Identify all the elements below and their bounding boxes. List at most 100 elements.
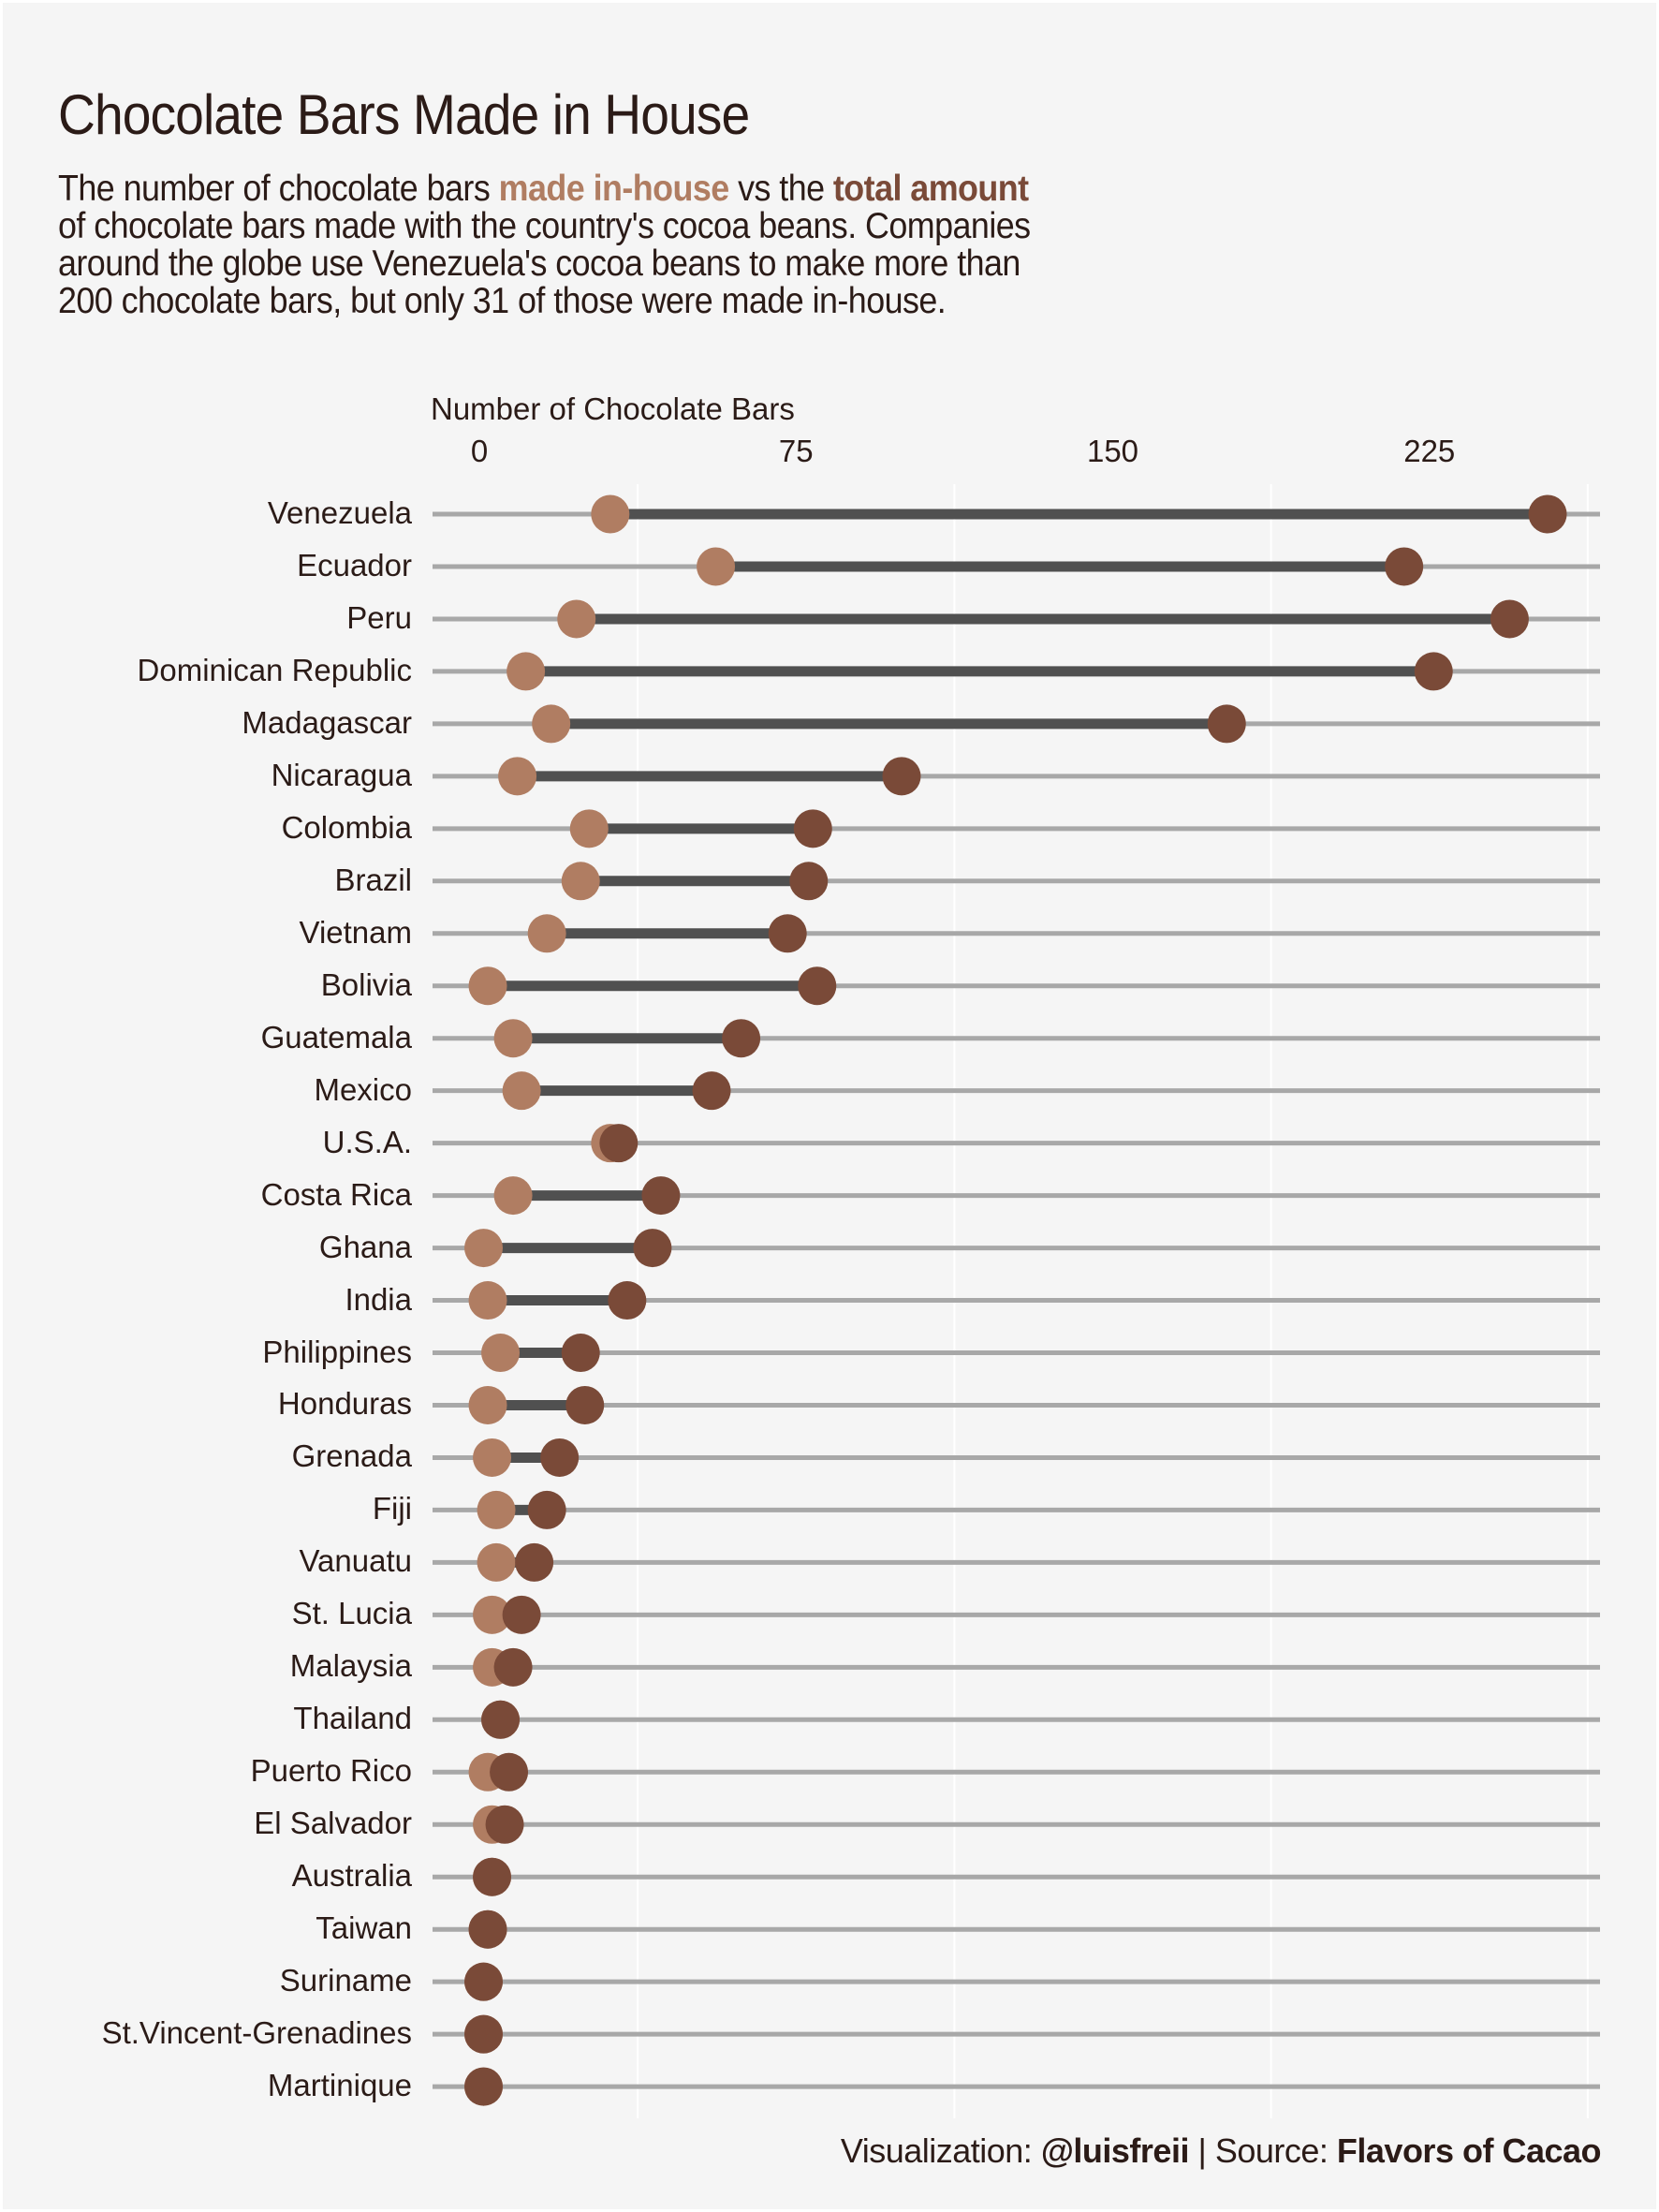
- in-house-point: [507, 652, 546, 691]
- total-point: [793, 809, 832, 848]
- legend-total: total amount: [832, 169, 1029, 209]
- in-house-point: [493, 1176, 533, 1216]
- total-point: [493, 1647, 533, 1687]
- dumbbell-row: [433, 914, 1600, 953]
- dumbbell-row: [433, 1647, 1600, 1687]
- legend-in-house: made in-house: [498, 169, 730, 209]
- in-house-point: [493, 1019, 533, 1058]
- dumbbell-row: [433, 1595, 1600, 1634]
- in-house-point: [591, 494, 630, 534]
- y-tick-label: Costa Rica: [260, 1176, 412, 1212]
- in-house-point: [498, 757, 537, 796]
- dumbbell-row: [433, 809, 1600, 848]
- subtitle-text: The number of chocolate bars: [58, 169, 499, 209]
- dumbbell-row: [433, 1019, 1600, 1058]
- dumbbell-row: [433, 2014, 1600, 2054]
- y-tick-label: Suriname: [279, 1963, 412, 1998]
- caption-source-label: Source:: [1214, 2131, 1337, 2170]
- in-house-point: [468, 966, 507, 1006]
- dumbbell-row: [433, 1962, 1600, 2001]
- dumbbell-row: [433, 1857, 1600, 1896]
- total-point: [473, 1857, 512, 1896]
- y-tick-label: Mexico: [314, 1071, 412, 1107]
- dumbbell-row: [433, 1542, 1600, 1582]
- in-house-point: [477, 1542, 516, 1582]
- y-tick-label: Philippines: [262, 1334, 412, 1369]
- dumbbell-row: [433, 1334, 1600, 1373]
- in-house-point: [473, 1438, 512, 1477]
- y-tick-label: Grenada: [291, 1438, 412, 1474]
- total-point: [633, 1229, 672, 1268]
- x-tick-label: 150: [1086, 434, 1139, 468]
- total-point: [485, 1805, 524, 1844]
- total-point: [515, 1542, 554, 1582]
- y-tick-label: Venezuela: [267, 495, 412, 531]
- y-tick-label: St.Vincent-Grenadines: [101, 2015, 412, 2051]
- y-tick-label: Colombia: [281, 810, 412, 846]
- y-tick-label: Peru: [346, 600, 412, 636]
- in-house-point: [477, 1490, 516, 1529]
- total-point: [1414, 652, 1453, 691]
- y-tick-label: Fiji: [372, 1491, 412, 1526]
- y-tick-label: Nicaragua: [271, 758, 412, 793]
- in-house-point: [481, 1334, 521, 1373]
- total-point: [481, 1700, 521, 1739]
- subtitle-line-2: of chocolate bars made with the country'…: [58, 206, 1031, 246]
- total-point: [468, 1910, 507, 1949]
- dumbbell-row: [433, 1910, 1600, 1949]
- total-point: [798, 966, 837, 1006]
- total-point: [641, 1176, 681, 1216]
- total-point: [1207, 704, 1246, 744]
- dumbbell-row: [433, 599, 1600, 639]
- dumbbell-row: [433, 862, 1600, 901]
- total-point: [464, 2067, 504, 2106]
- total-point: [464, 1962, 504, 2001]
- dumbbell-row: [433, 1071, 1600, 1111]
- in-house-point: [557, 599, 596, 639]
- y-tick-label: Vanuatu: [299, 1543, 413, 1579]
- total-point: [527, 1490, 566, 1529]
- in-house-point: [561, 862, 600, 901]
- x-tick-label: 75: [778, 434, 814, 468]
- total-point: [608, 1281, 647, 1320]
- total-point: [882, 757, 921, 796]
- caption-separator: |: [1188, 2131, 1215, 2170]
- y-tick-label: Madagascar: [242, 705, 412, 741]
- in-house-point: [569, 809, 609, 848]
- y-tick-label: Malaysia: [289, 1648, 412, 1684]
- total-point: [692, 1071, 731, 1111]
- y-tick-label: El Salvador: [254, 1806, 412, 1841]
- caption-author: @luisfreii: [1040, 2131, 1190, 2170]
- y-tick-label: Taiwan: [316, 1910, 412, 1946]
- dumbbell-row: [433, 704, 1600, 744]
- total-point: [565, 1385, 605, 1424]
- total-point: [540, 1438, 580, 1477]
- in-house-point: [464, 1229, 504, 1268]
- in-house-point: [502, 1071, 541, 1111]
- y-tick-label: Vietnam: [299, 914, 412, 950]
- y-tick-label: Australia: [291, 1858, 412, 1894]
- subtitle-line-3: around the globe use Venezuela's cocoa b…: [58, 243, 1020, 284]
- chart-title: Chocolate Bars Made in House: [58, 83, 750, 146]
- dumbbell-row: [433, 1438, 1600, 1477]
- in-house-point: [532, 704, 571, 744]
- y-tick-label: Ecuador: [297, 548, 412, 583]
- in-house-point: [697, 547, 736, 586]
- y-tick-label: India: [345, 1281, 412, 1317]
- x-axis-title: Number of Chocolate Bars: [431, 391, 795, 426]
- total-point: [502, 1595, 541, 1634]
- subtitle-line-4: 200 chocolate bars, but only 31 of those…: [58, 281, 947, 321]
- dumbbell-row: [433, 652, 1600, 691]
- total-point: [1385, 547, 1424, 586]
- dumbbell-row: [433, 1385, 1600, 1424]
- total-point: [722, 1019, 761, 1058]
- dumbbell-row: [433, 547, 1600, 586]
- caption: Visualization: @luisfreii | Source: Flav…: [841, 2131, 1602, 2171]
- in-house-point: [468, 1385, 507, 1424]
- dumbbell-row: [433, 1229, 1600, 1268]
- total-point: [490, 1752, 529, 1792]
- total-point: [1490, 599, 1529, 639]
- in-house-point: [468, 1281, 507, 1320]
- dumbbell-row: [433, 494, 1600, 534]
